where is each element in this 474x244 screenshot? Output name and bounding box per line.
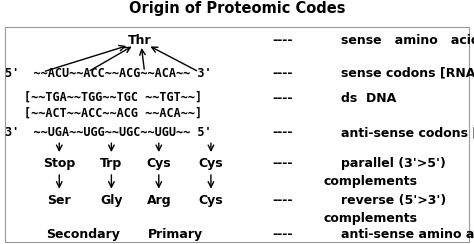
Text: complements: complements (323, 212, 417, 225)
Text: Secondary: Secondary (46, 228, 120, 241)
Text: Origin of Proteomic Codes: Origin of Proteomic Codes (129, 1, 345, 16)
Text: [~~TGA~~TGG~~TGC ~~TGT~~]: [~~TGA~~TGG~~TGC ~~TGT~~] (24, 91, 202, 104)
Text: reverse (5'>3'): reverse (5'>3') (341, 193, 447, 207)
Text: Ser: Ser (47, 193, 71, 207)
Text: Cys: Cys (199, 157, 223, 170)
Text: anti-sense amino acids: anti-sense amino acids (341, 228, 474, 241)
Text: Arg: Arg (146, 193, 171, 207)
Bar (5, 27, 469, 242)
Text: [~~ACT~~ACC~~ACG ~~ACA~~]: [~~ACT~~ACC~~ACG ~~ACA~~] (24, 107, 202, 120)
Text: Stop: Stop (43, 157, 75, 170)
Text: ----: ---- (273, 126, 293, 140)
Text: 3'  ~~UGA~~UGG~~UGC~~UGU~~ 5': 3' ~~UGA~~UGG~~UGC~~UGU~~ 5' (5, 126, 211, 140)
Text: ----: ---- (273, 193, 293, 207)
Text: ----: ---- (273, 92, 293, 105)
Text: Cys: Cys (146, 157, 171, 170)
Text: sense   amino   acid: sense amino acid (341, 34, 474, 47)
Text: sense codons [RNA]: sense codons [RNA] (341, 67, 474, 80)
Text: ----: ---- (273, 34, 293, 47)
Text: Cys: Cys (199, 193, 223, 207)
Text: Trp: Trp (100, 157, 122, 170)
Text: complements: complements (323, 175, 417, 188)
Text: ds  DNA: ds DNA (341, 92, 397, 105)
Text: 5'  ~~ACU~~ACC~~ACG~~ACA~~ 3': 5' ~~ACU~~ACC~~ACG~~ACA~~ 3' (5, 67, 211, 80)
Text: anti-sense codons [RNA]: anti-sense codons [RNA] (341, 126, 474, 140)
Text: ----: ---- (273, 67, 293, 80)
Text: Primary: Primary (148, 228, 203, 241)
Text: Gly: Gly (100, 193, 123, 207)
Text: Thr: Thr (128, 34, 152, 47)
Text: ----: ---- (273, 228, 293, 241)
Text: ----: ---- (273, 157, 293, 170)
Text: parallel (3'>5'): parallel (3'>5') (341, 157, 446, 170)
